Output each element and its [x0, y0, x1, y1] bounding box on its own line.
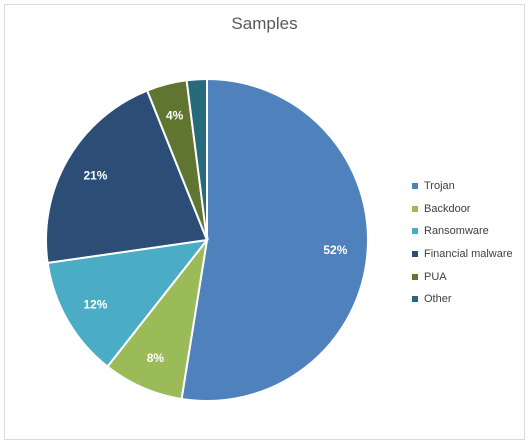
chart-legend: Trojan Backdoor Ransomware Financial malwar… [412, 175, 513, 311]
legend-swatch [412, 273, 418, 280]
legend-label: Trojan [424, 180, 455, 193]
legend-swatch [412, 183, 418, 190]
legend-label: Other [424, 293, 452, 306]
data-label-ransomware: 12% [83, 297, 107, 311]
data-label-pua: 4% [166, 108, 184, 122]
pie-slice-ransomware [46, 238, 210, 368]
data-label-backdoor: 8% [147, 351, 165, 365]
legend-item-other: Other [412, 288, 513, 311]
data-label-trojan: 52% [323, 243, 347, 257]
legend-item-ransomware: Ransomware [412, 220, 513, 243]
legend-label: Financial malware [424, 248, 513, 261]
legend-item-backdoor: Backdoor [412, 198, 513, 221]
legend-swatch [412, 251, 418, 258]
legend-swatch [412, 296, 418, 303]
pie-slice-other [185, 77, 208, 241]
legend-item-financial-malware: Financial malware [412, 243, 513, 266]
legend-item-trojan: Trojan [412, 175, 513, 198]
data-label-financial-malware: 21% [83, 169, 107, 183]
legend-item-pua: PUA [412, 265, 513, 288]
legend-swatch [412, 205, 418, 212]
pie-slice-financial-malware [45, 89, 209, 265]
legend-label: Backdoor [424, 202, 471, 215]
pie-slice-trojan [180, 77, 369, 402]
chart-title: Samples [231, 14, 298, 33]
legend-label: Ransomware [424, 225, 489, 238]
legend-swatch [412, 228, 418, 235]
legend-label: PUA [424, 270, 447, 283]
